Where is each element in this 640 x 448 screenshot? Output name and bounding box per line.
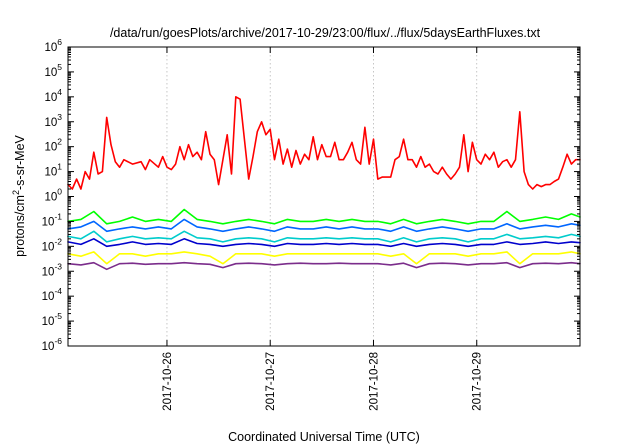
chart-title: /data/run/goesPlots/archive/2017-10-29/2… <box>110 26 541 40</box>
y-tick-base: 10 <box>44 192 57 204</box>
series-line-2 <box>67 208 581 225</box>
series-line-7 <box>67 261 581 271</box>
y-tick-base: 10 <box>44 92 57 104</box>
y-tick-base: 10 <box>42 291 55 303</box>
y-tick-base: 10 <box>42 316 55 328</box>
x-tick-label: 2017-10-28 <box>368 352 380 411</box>
y-tick-exponent: 5 <box>57 62 62 72</box>
y-tick-exponent: -1 <box>54 211 62 221</box>
x-tick-labels: 2017-10-26 2017-10-27 2017-10-28 2017-10-29 <box>162 352 484 411</box>
y-tick-label: 101 <box>44 162 62 179</box>
grid-lines <box>166 47 478 346</box>
y-tick-exponent: 4 <box>57 87 62 97</box>
series-line-3 <box>67 218 581 233</box>
y-tick-base: 10 <box>42 216 55 228</box>
y-tick-exponent: 1 <box>57 162 62 172</box>
y-tick-exponent: -6 <box>54 336 62 346</box>
y-tick-label: 106 <box>44 37 62 54</box>
y-tick-labels: 10-610-510-410-310-210-11001011021031041… <box>42 37 63 353</box>
y-tick-label: 10-1 <box>42 211 63 228</box>
y-axis-label-pre: protons/cm <box>13 195 27 257</box>
y-tick-exponent: 0 <box>57 187 62 197</box>
y-tick-exponent: 2 <box>57 137 62 147</box>
y-tick-label: 10-5 <box>42 311 63 328</box>
tick-marks <box>68 46 580 347</box>
y-axis-label-sup: 2 <box>11 190 21 195</box>
y-tick-label: 10-4 <box>42 286 63 303</box>
x-tick-label: 2017-10-26 <box>162 352 174 411</box>
y-tick-base: 10 <box>44 67 57 79</box>
y-tick-label: 10-6 <box>42 336 63 353</box>
y-tick-label: 10-2 <box>42 236 63 253</box>
y-axis-label: protons/cm2-s-sr-MeV <box>11 134 27 256</box>
y-tick-exponent: -3 <box>54 261 62 271</box>
y-tick-base: 10 <box>44 167 57 179</box>
series-line-1 <box>67 96 581 190</box>
y-tick-exponent: -2 <box>54 236 62 246</box>
x-tick-label: 2017-10-29 <box>472 352 484 411</box>
series-line-6 <box>67 251 581 265</box>
y-tick-label: 100 <box>44 187 62 204</box>
y-tick-label: 105 <box>44 62 62 79</box>
y-tick-exponent: -5 <box>54 311 62 321</box>
y-tick-label: 104 <box>44 87 62 104</box>
y-tick-base: 10 <box>42 266 55 278</box>
series-line-4 <box>67 230 581 243</box>
y-tick-base: 10 <box>44 142 57 154</box>
y-tick-exponent: 6 <box>57 37 62 47</box>
y-tick-base: 10 <box>42 241 55 253</box>
series-line-5 <box>67 238 581 248</box>
y-tick-exponent: 3 <box>57 112 62 122</box>
y-tick-base: 10 <box>44 42 57 54</box>
y-tick-label: 103 <box>44 112 62 129</box>
y-tick-label: 10-3 <box>42 261 63 278</box>
x-tick-label: 2017-10-27 <box>265 352 277 411</box>
y-tick-base: 10 <box>44 117 57 129</box>
series-group <box>67 96 581 271</box>
y-axis-label-post: -s-sr-MeV <box>13 134 27 190</box>
y-tick-exponent: -4 <box>54 286 62 296</box>
y-tick-label: 102 <box>44 137 62 154</box>
y-tick-base: 10 <box>42 341 55 353</box>
x-axis-label: Coordinated Universal Time (UTC) <box>228 430 420 444</box>
